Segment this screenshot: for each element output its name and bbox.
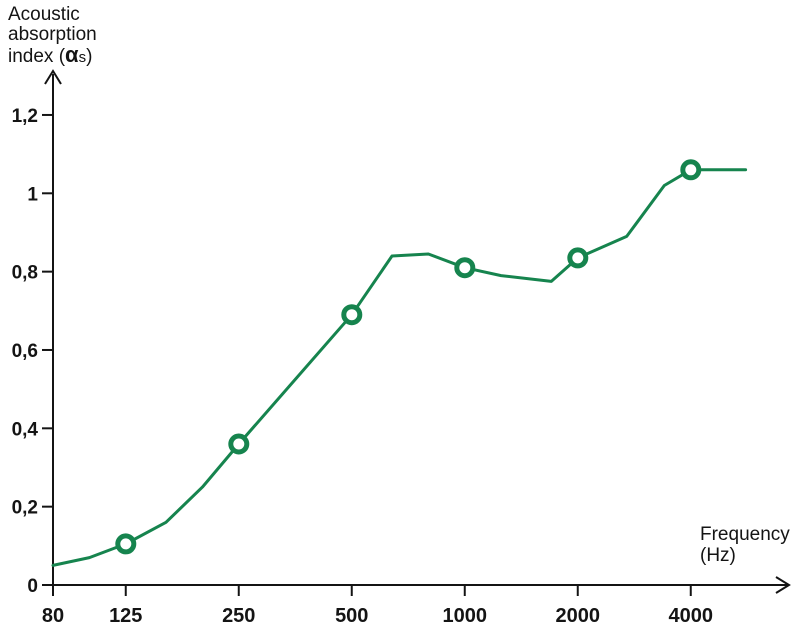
y-axis-title-close-paren: )	[86, 46, 93, 67]
x-axis-title-line2: (Hz)	[700, 545, 736, 566]
x-axis-title-line1: Frequency	[700, 524, 790, 545]
absorption-curve	[51, 168, 748, 567]
y-tick-label-0,4: 0,4	[12, 419, 39, 440]
y-axis-title-line3: index (αs)	[8, 42, 97, 68]
y-tick-label-0,8: 0,8	[12, 263, 38, 284]
y-tick-label-1,2: 1,2	[12, 106, 38, 127]
data-point-marker-1000hz	[454, 257, 476, 279]
x-tick-label-1000: 1000	[443, 605, 488, 627]
x-tick-label-80: 80	[42, 605, 64, 627]
data-point-marker-500hz	[341, 304, 363, 326]
y-tick-label-0,2: 0,2	[12, 498, 38, 519]
x-tick-label-125: 125	[109, 605, 142, 627]
alpha-symbol: α	[65, 42, 79, 67]
x-tick-label-2000: 2000	[556, 605, 601, 627]
x-axis-arrowhead	[775, 576, 791, 594]
x-axis-title: Frequency (Hz)	[700, 524, 790, 566]
y-axis-title: Acoustic absorption index (αs)	[8, 5, 97, 68]
y-tick-label-1: 1	[27, 184, 38, 205]
x-tick-label-4000: 4000	[669, 605, 714, 627]
x-tick-label-250: 250	[222, 605, 255, 627]
y-tick-label-0: 0	[27, 576, 38, 597]
data-point-marker-250hz	[228, 433, 250, 455]
alpha-subscript: s	[78, 49, 87, 66]
data-point-marker-4000hz	[680, 159, 702, 181]
y-axis-title-line1: Acoustic	[8, 4, 80, 25]
data-point-marker-2000hz	[567, 247, 589, 269]
y-axis-title-line3-text: index (	[8, 46, 66, 67]
y-axis-arrowhead	[44, 69, 62, 85]
y-tick-label-0,6: 0,6	[12, 341, 38, 362]
y-axis-title-line2: absorption	[8, 24, 97, 45]
data-point-marker-125hz	[115, 533, 137, 555]
x-tick-label-500: 500	[335, 605, 368, 627]
